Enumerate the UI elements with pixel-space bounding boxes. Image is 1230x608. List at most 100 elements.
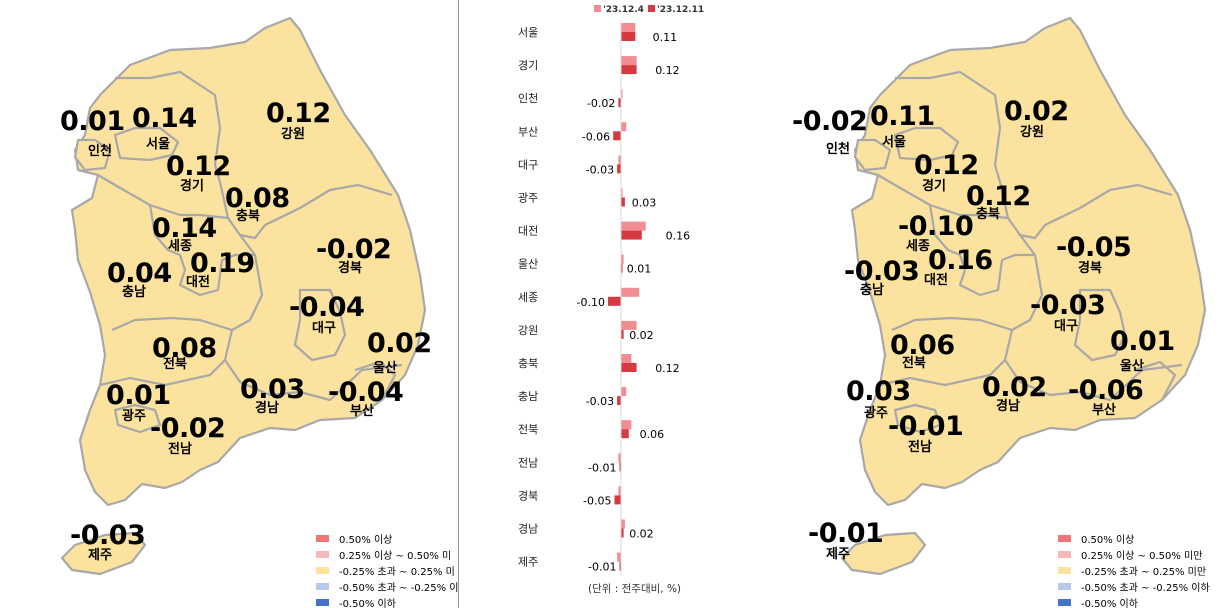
bar-curr bbox=[621, 263, 623, 273]
region-name-6: 세종 bbox=[168, 239, 192, 254]
bar-curr bbox=[621, 65, 637, 75]
legend-item: -0.25% 초과 ~ 0.25% 미만 bbox=[1058, 562, 1228, 578]
category-label: 부산 bbox=[518, 125, 538, 138]
region-name-15: 경남 bbox=[255, 401, 279, 416]
region-value-2: 0.14 bbox=[132, 103, 197, 134]
region-value-16: -0.04 bbox=[328, 377, 404, 408]
category-label: 광주 bbox=[518, 192, 538, 205]
region-name-4: 강원 bbox=[1020, 125, 1044, 140]
region-value-14: -0.02 bbox=[150, 413, 226, 444]
legend-item: -0.50% 이하 bbox=[316, 594, 458, 608]
bar-curr bbox=[621, 32, 636, 41]
bar-value-label: -0.03 bbox=[586, 163, 614, 176]
bar-prev bbox=[621, 420, 632, 430]
legend-label: -0.25% 초과 ~ 0.25% 미 bbox=[339, 566, 455, 578]
legend-label: -0.50% 이하 bbox=[339, 598, 396, 608]
region-value-17: -0.01 bbox=[808, 518, 884, 549]
region-value-8: 0.19 bbox=[190, 248, 255, 279]
region-name-17: 제주 bbox=[826, 547, 850, 562]
bar-curr bbox=[619, 561, 621, 571]
region-value-12: 0.06 bbox=[890, 330, 955, 361]
region-value-4: 0.02 bbox=[1004, 96, 1069, 127]
region-value-3: 0.12 bbox=[166, 151, 231, 182]
legend-swatch bbox=[316, 598, 329, 606]
region-name-1: 인천 bbox=[826, 142, 850, 157]
region-name-1: 인천 bbox=[88, 144, 112, 159]
legend-label: -0.50% 초과 ~ -0.25% 이 bbox=[339, 582, 458, 594]
region-name-10: 대구 bbox=[312, 321, 336, 336]
region-value-1: -0.02 bbox=[792, 106, 868, 137]
bar-prev bbox=[618, 486, 621, 496]
legend-swatch bbox=[316, 534, 329, 542]
bar-prev bbox=[618, 453, 621, 463]
bar-curr bbox=[621, 230, 642, 240]
region-value-11: 0.02 bbox=[367, 328, 432, 359]
region-name-7: 충남 bbox=[122, 285, 146, 300]
region-value-9: -0.02 bbox=[316, 234, 392, 265]
legend-right: 0.50% 이상 0.25% 이상 ~ 0.50% 미만 -0.25% 초과 ~ 0… bbox=[1058, 530, 1228, 608]
unit-note: (단위 : 전주대비, %) bbox=[588, 582, 681, 595]
bar-value-label: 0.02 bbox=[629, 329, 654, 342]
legend-item: -0.25% 초과 ~ 0.25% 미 bbox=[316, 562, 458, 578]
bar-curr bbox=[618, 98, 621, 108]
category-label: 경기 bbox=[518, 59, 538, 72]
region-name-9: 경북 bbox=[338, 261, 362, 276]
region-value-5: 0.08 bbox=[225, 183, 290, 214]
legend-item: -0.50% 초과 ~ -0.25% 이 bbox=[316, 578, 458, 594]
category-label: 서울 bbox=[518, 26, 538, 39]
bar-value-label: 0.01 bbox=[627, 263, 652, 276]
bar-curr bbox=[613, 131, 621, 141]
region-name-14: 전남 bbox=[168, 442, 192, 457]
bar-value-label: 0.12 bbox=[655, 64, 680, 77]
bar-curr bbox=[621, 429, 629, 439]
bar-value-label: -0.01 bbox=[588, 561, 616, 574]
bar-curr bbox=[617, 396, 621, 406]
region-value-17: -0.03 bbox=[70, 520, 146, 551]
bar-value-label: 0.03 bbox=[632, 197, 657, 210]
region-value-6: 0.14 bbox=[152, 213, 217, 244]
region-name-12: 전북 bbox=[902, 356, 926, 371]
category-label: 강원 bbox=[518, 324, 538, 337]
region-name-11: 울산 bbox=[373, 361, 397, 376]
legend-label: 0.25% 이상 ~ 0.50% 미 bbox=[339, 550, 452, 562]
region-value-13: 0.03 bbox=[846, 376, 911, 407]
region-value-10: -0.04 bbox=[289, 292, 365, 323]
bar-curr bbox=[621, 329, 624, 339]
legend-item: 0.50% 이상 bbox=[316, 530, 458, 546]
region-name-4: 강원 bbox=[281, 127, 305, 142]
region-name-2: 서울 bbox=[882, 135, 906, 150]
legend-label: 0.25% 이상 ~ 0.50% 미만 bbox=[1081, 550, 1203, 562]
bar-prev bbox=[621, 221, 646, 231]
region-value-7: -0.03 bbox=[844, 256, 920, 287]
bar-prev bbox=[621, 254, 624, 264]
bar-curr bbox=[619, 462, 621, 472]
region-name-15: 경남 bbox=[996, 399, 1020, 414]
region-name-16: 부산 bbox=[350, 404, 374, 419]
category-label: 전남 bbox=[518, 456, 538, 469]
region-value-4: 0.12 bbox=[266, 98, 331, 129]
region-name-14: 전남 bbox=[908, 440, 932, 455]
category-label: 대전 bbox=[518, 225, 538, 238]
region-name-12: 전북 bbox=[163, 357, 187, 372]
legend-swatch bbox=[316, 550, 329, 558]
region-name-9: 경북 bbox=[1078, 261, 1102, 276]
bar-value-label: 0.12 bbox=[655, 362, 680, 375]
korea-map-outline bbox=[840, 16, 1207, 576]
bar-curr bbox=[614, 495, 621, 505]
bar-value-label: 0.16 bbox=[666, 230, 691, 243]
bar-chart-panel: '23.12.4 '23.12.11 서울 0.11 경기 0.12 인천 -0.02 부산 -0… bbox=[460, 0, 780, 608]
region-name-3: 경기 bbox=[180, 179, 204, 194]
bar-value-label: -0.10 bbox=[577, 296, 605, 309]
bar-value-label: 0.11 bbox=[653, 31, 678, 44]
map-left: 0.01 인천 0.14 서울 0.12 경기 0.12 강원 0.08 충북 0.14 세종 0.04… bbox=[0, 0, 460, 608]
category-label: 경북 bbox=[518, 489, 538, 502]
region-value-10: -0.03 bbox=[1030, 290, 1106, 321]
legend-label-curr: '23.12.11 bbox=[657, 5, 704, 15]
region-value-9: -0.05 bbox=[1056, 232, 1132, 263]
bar-value-label: 0.06 bbox=[640, 428, 665, 441]
legend-label-prev: '23.12.4 bbox=[603, 5, 644, 15]
region-value-6: -0.10 bbox=[898, 211, 974, 242]
region-value-1: 0.01 bbox=[60, 106, 125, 137]
bar-value-label: -0.03 bbox=[586, 395, 614, 408]
bar-prev bbox=[621, 354, 632, 363]
